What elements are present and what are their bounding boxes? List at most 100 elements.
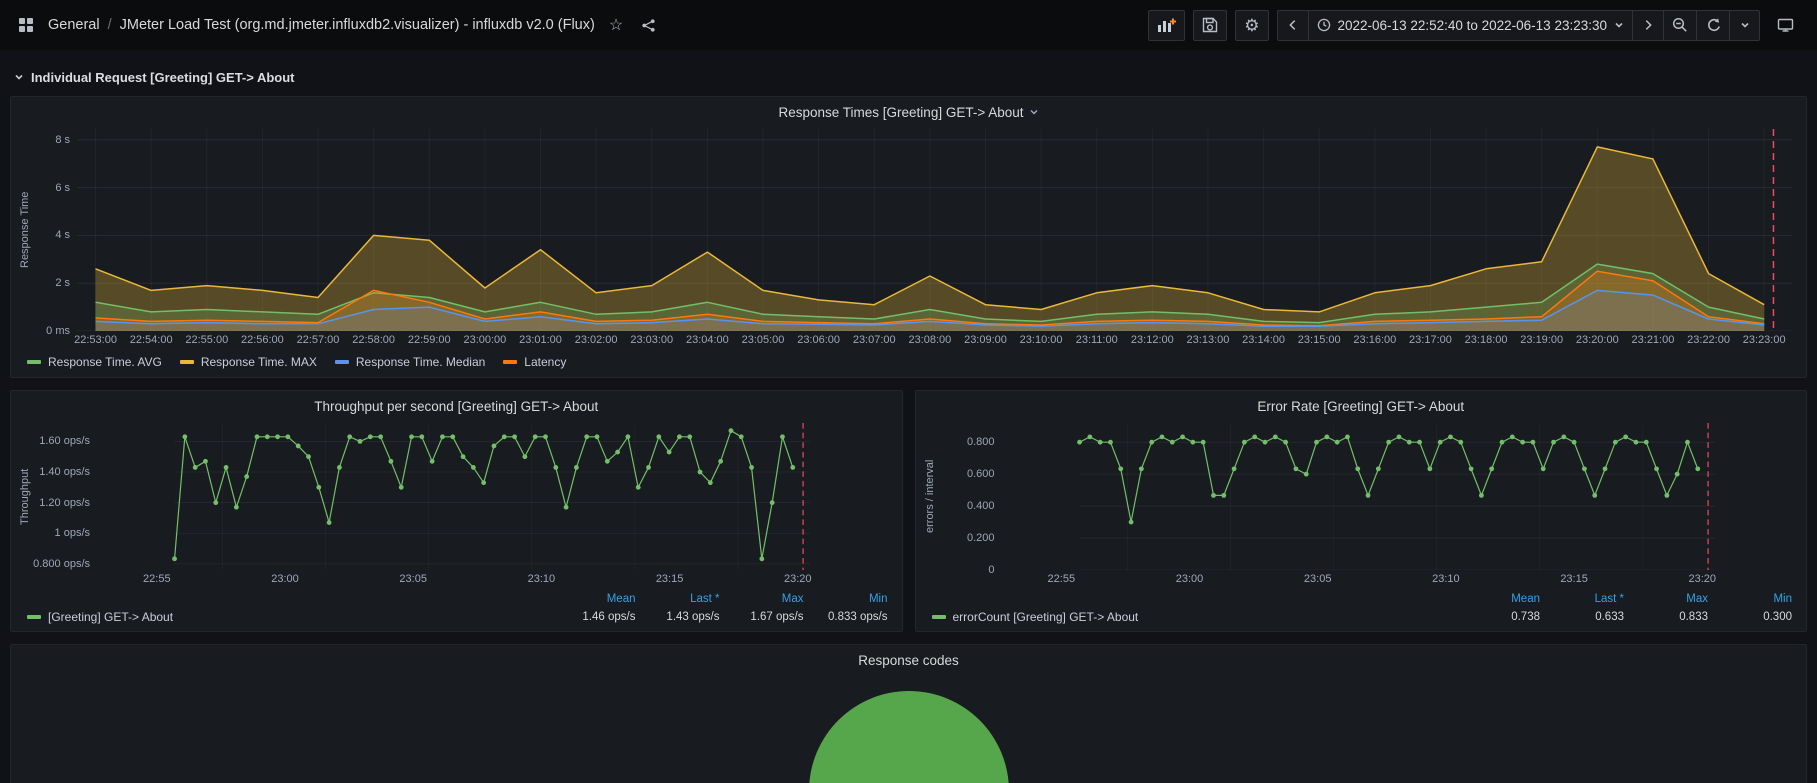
cycle-view-mode-button[interactable] — [1768, 10, 1803, 41]
breadcrumb-folder[interactable]: General — [48, 17, 100, 33]
legend-label: Latency — [524, 355, 567, 369]
panel-title[interactable]: Error Rate [Greeting] GET-> About — [916, 391, 1807, 421]
legend-label: errorCount [Greeting] GET-> About — [952, 610, 1139, 624]
legend-swatch — [27, 615, 41, 619]
refresh-button[interactable] — [1696, 9, 1730, 41]
y-axis-ticks: 0 0.200 0.400 0.600 0.800 — [938, 423, 1002, 576]
x-tick-label: 23:15:00 — [1297, 334, 1341, 346]
x-tick-label: 23:00 — [1175, 573, 1204, 585]
clock-icon — [1317, 18, 1330, 32]
topbar: General / JMeter Load Test (org.md.jmete… — [0, 0, 1817, 50]
y-axis-label: errors / interval — [923, 459, 936, 534]
chart-plot[interactable] — [1002, 423, 1793, 570]
panel-title[interactable]: Response Times [Greeting] GET-> About — [11, 97, 1806, 127]
y-tick-label: 0.200 — [966, 532, 995, 545]
x-tick-label: 23:10 — [1432, 573, 1460, 585]
x-tick-label: 23:20:00 — [1575, 334, 1619, 346]
x-tick-label: 23:11:00 — [1075, 334, 1118, 346]
legend-stat-value: 0.833 ops/s — [828, 611, 888, 623]
legend-stat-header[interactable]: Last * — [690, 593, 720, 605]
time-shift-back-button[interactable] — [1276, 9, 1309, 41]
x-tick-label: 23:01:00 — [519, 334, 562, 346]
breadcrumb-dashboard-title[interactable]: JMeter Load Test (org.md.jmeter.influxdb… — [119, 17, 595, 33]
x-tick-label: 23:05 — [1303, 573, 1332, 585]
legend-swatch — [931, 615, 946, 619]
x-tick-label: 23:05 — [399, 573, 427, 585]
y-tick-label: 6 s — [55, 181, 70, 194]
legend-item[interactable]: Response Time. Median — [334, 355, 485, 369]
legend-stat-value: 0.738 — [1511, 611, 1540, 623]
chart-plot[interactable] — [97, 423, 888, 570]
legend-swatch — [334, 360, 349, 364]
panel-title[interactable]: Response codes — [11, 645, 1806, 675]
time-shift-forward-button[interactable] — [1632, 9, 1664, 41]
save-dashboard-button[interactable] — [1193, 9, 1228, 41]
legend-stat-header[interactable]: Min — [1773, 593, 1792, 605]
panel-title[interactable]: Throughput per second [Greeting] GET-> A… — [11, 391, 902, 421]
legend-stat-header[interactable]: Last * — [1594, 593, 1624, 605]
star-icon[interactable]: ☆ — [605, 11, 627, 39]
y-axis-ticks: 0 ms 2 s 4 s 6 s 8 s — [33, 129, 77, 337]
panel-error-rate: Error Rate [Greeting] GET-> About errors… — [914, 390, 1807, 632]
legend-item[interactable]: errorCount [Greeting] GET-> About — [931, 608, 1457, 626]
time-range-picker[interactable]: 2022-06-13 22:52:40 to 2022-06-13 23:23:… — [1307, 9, 1633, 41]
legend-stat-header[interactable]: Mean — [1511, 593, 1540, 605]
panel-title-text: Response codes — [858, 652, 959, 668]
add-panel-button[interactable] — [1148, 9, 1186, 41]
y-tick-label: 1.20 ops/s — [39, 496, 90, 509]
legend-stat-value: 0.633 — [1595, 611, 1624, 623]
legend-swatch — [179, 360, 194, 364]
legend-stat-value: 1.67 ops/s — [750, 611, 804, 623]
x-tick-label: 23:06:00 — [797, 334, 841, 346]
y-tick-label: 1.60 ops/s — [39, 435, 90, 448]
x-tick-label: 22:55 — [1047, 573, 1076, 585]
panel-title-text: Error Rate [Greeting] GET-> About — [1257, 398, 1465, 414]
x-axis-ticks: 22:55 23:00 23:05 23:10 23:15 23:20 — [97, 570, 888, 590]
x-tick-label: 23:09:00 — [964, 334, 1007, 346]
x-tick-label: 22:54:00 — [129, 334, 173, 346]
legend-item[interactable]: [Greeting] GET-> About — [27, 608, 552, 626]
legend-stat-header[interactable]: Max — [1686, 593, 1708, 605]
legend-item[interactable]: Response Time. AVG — [27, 355, 162, 369]
legend-stat-header[interactable]: Max — [781, 593, 804, 605]
panel-throughput: Throughput per second [Greeting] GET-> A… — [10, 390, 903, 632]
y-tick-label: 0.400 — [966, 500, 995, 513]
x-tick-label: 23:03:00 — [630, 334, 674, 346]
chart-plot[interactable] — [77, 129, 1792, 331]
row-collapse-chevron-icon — [15, 74, 23, 80]
y-tick-label: 0 — [988, 564, 995, 576]
x-tick-label: 22:55 — [143, 573, 171, 585]
x-tick-label: 23:02:00 — [574, 334, 618, 346]
x-axis-ticks: 22:55 23:00 23:05 23:10 23:15 23:20 — [1002, 570, 1793, 590]
legend-stat-header[interactable]: Min — [868, 593, 888, 605]
y-tick-label: 1 ops/s — [54, 527, 90, 540]
x-tick-label: 23:10 — [527, 573, 556, 585]
refresh-interval-dropdown[interactable] — [1729, 9, 1760, 41]
legend-item[interactable]: Latency — [503, 355, 566, 369]
x-tick-label: 23:15 — [1560, 573, 1588, 585]
y-axis-label: Response Time — [19, 191, 31, 269]
zoom-out-button[interactable] — [1663, 9, 1697, 41]
x-tick-label: 23:13:00 — [1186, 334, 1230, 346]
x-tick-label: 23:14:00 — [1242, 334, 1286, 346]
dashboard-settings-button[interactable]: ⚙ — [1235, 9, 1269, 41]
x-tick-label: 22:58:00 — [352, 334, 396, 346]
x-axis-ticks: 22:53:00 22:54:00 22:55:00 22:56:00 22:57:00… — [74, 331, 1792, 351]
legend-stat-header[interactable]: Mean — [606, 593, 636, 605]
apps-grid-icon[interactable] — [14, 13, 38, 37]
dashboard-row-header[interactable]: Individual Request [Greeting] GET-> Abou… — [10, 62, 1807, 92]
y-axis-label: Throughput — [19, 468, 31, 525]
pie-chart[interactable] — [808, 691, 1009, 783]
refresh-icon — [1708, 18, 1720, 31]
legend-item[interactable]: Response Time. MAX — [179, 355, 317, 369]
legend-label: Response Time. AVG — [48, 355, 162, 369]
x-tick-label: 23:10:00 — [1019, 334, 1063, 346]
time-controls: 2022-06-13 22:52:40 to 2022-06-13 23:23:… — [1276, 9, 1760, 41]
share-icon[interactable] — [637, 14, 660, 37]
x-tick-label: 22:59:00 — [407, 334, 451, 346]
y-tick-label: 0 ms — [46, 325, 70, 337]
gear-icon: ⚙ — [1244, 15, 1260, 35]
legend-stats: Mean Last * Max Min errorCount [Greeting] GE… — [916, 590, 1807, 631]
time-range-label: 2022-06-13 22:52:40 to 2022-06-13 23:23:… — [1337, 17, 1607, 33]
